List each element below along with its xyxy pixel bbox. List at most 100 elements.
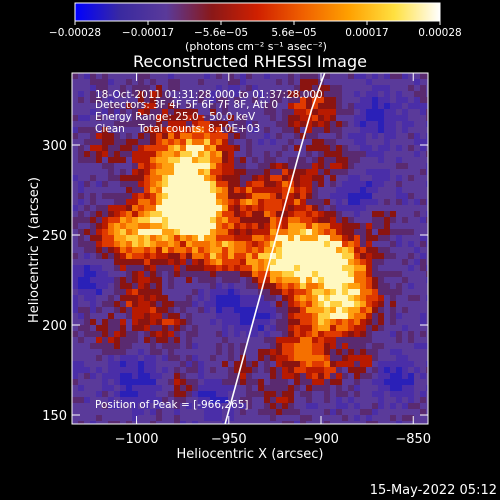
heatmap-cell (318, 265, 325, 272)
heatmap-cell (348, 127, 355, 134)
heatmap-cell (168, 91, 175, 98)
heatmap-cell (282, 115, 289, 122)
heatmap-cell (378, 103, 385, 110)
heatmap-cell (330, 325, 337, 332)
heatmap-cell (426, 145, 428, 152)
heatmap-cell (258, 343, 265, 350)
heatmap-cell (288, 349, 295, 356)
heatmap-cell (276, 217, 283, 224)
heatmap-cell (372, 133, 379, 140)
heatmap-cell (168, 241, 175, 248)
heatmap-cell (396, 355, 403, 362)
heatmap-cell (102, 79, 109, 86)
heatmap-cell (276, 391, 283, 398)
heatmap-cell (324, 109, 331, 116)
heatmap-cell (222, 79, 229, 86)
heatmap-cell (348, 133, 355, 140)
heatmap-cell (162, 295, 169, 302)
heatmap-cell (402, 217, 409, 224)
heatmap-cell (246, 289, 253, 296)
heatmap-cell (108, 91, 115, 98)
heatmap-cell (150, 115, 157, 122)
heatmap-cell (186, 367, 193, 374)
heatmap-cell (258, 193, 265, 200)
heatmap-cell (300, 379, 307, 386)
heatmap-cell (102, 409, 109, 416)
heatmap-cell (426, 337, 428, 344)
heatmap-cell (420, 199, 427, 206)
heatmap-cell (288, 103, 295, 110)
heatmap-cell (264, 325, 271, 332)
heatmap-cell (264, 187, 271, 194)
heatmap-cell (186, 343, 193, 350)
heatmap-cell (408, 253, 415, 260)
heatmap-cell (228, 199, 235, 206)
heatmap-cell (264, 349, 271, 356)
heatmap-cell (234, 289, 241, 296)
heatmap-cell (414, 229, 421, 236)
heatmap-cell (120, 97, 127, 104)
heatmap-cell (84, 163, 91, 170)
heatmap-cell (378, 349, 385, 356)
heatmap-cell (282, 91, 289, 98)
heatmap-cell (366, 133, 373, 140)
heatmap-cell (246, 313, 253, 320)
heatmap-cell (120, 343, 127, 350)
heatmap-cell (132, 97, 139, 104)
colorbar-tick-label: 5.6e−05 (271, 27, 316, 39)
heatmap-cell (138, 79, 145, 86)
heatmap-cell (276, 163, 283, 170)
heatmap-cell (114, 109, 121, 116)
heatmap-cell (306, 415, 313, 422)
heatmap-cell (156, 193, 163, 200)
heatmap-cell (420, 247, 427, 254)
heatmap-cell (354, 241, 361, 248)
heatmap-cell (186, 271, 193, 278)
heatmap-cell (318, 385, 325, 392)
heatmap-cell (216, 415, 223, 422)
heatmap-cell (426, 73, 428, 80)
heatmap-cell (168, 73, 175, 80)
heatmap-cell (192, 379, 199, 386)
heatmap-cell (84, 109, 91, 116)
heatmap-cell (348, 421, 355, 424)
heatmap-cell (156, 175, 163, 182)
heatmap-cell (84, 325, 91, 332)
heatmap-cell (312, 337, 319, 344)
heatmap-cell (228, 349, 235, 356)
heatmap-cell (294, 229, 301, 236)
heatmap-cell (306, 343, 313, 350)
heatmap-cell (402, 229, 409, 236)
heatmap-cell (384, 79, 391, 86)
heatmap-cell (294, 205, 301, 212)
heatmap-cell (270, 199, 277, 206)
heatmap-cell (114, 277, 121, 284)
heatmap-cell (378, 259, 385, 266)
heatmap-cell (84, 73, 91, 80)
heatmap-cell (240, 85, 247, 92)
heatmap-cell (360, 145, 367, 152)
heatmap-cell (138, 391, 145, 398)
heatmap-cell (384, 133, 391, 140)
heatmap-cell (198, 181, 205, 188)
heatmap-cell (360, 229, 367, 236)
heatmap-cell (270, 349, 277, 356)
heatmap-cell (360, 91, 367, 98)
heatmap-cell (186, 175, 193, 182)
heatmap-cell (330, 139, 337, 146)
heatmap-cell (126, 385, 133, 392)
heatmap-cell (360, 391, 367, 398)
heatmap-cell (390, 289, 397, 296)
heatmap-cell (372, 163, 379, 170)
heatmap-cell (168, 181, 175, 188)
heatmap-cell (288, 109, 295, 116)
heatmap-cell (294, 409, 301, 416)
heatmap-cell (156, 229, 163, 236)
heatmap-cell (420, 253, 427, 260)
heatmap-cell (366, 367, 373, 374)
heatmap-cell (156, 355, 163, 362)
heatmap-cell (252, 367, 259, 374)
heatmap-cell (204, 211, 211, 218)
heatmap-cell (216, 313, 223, 320)
heatmap-cell (186, 259, 193, 266)
